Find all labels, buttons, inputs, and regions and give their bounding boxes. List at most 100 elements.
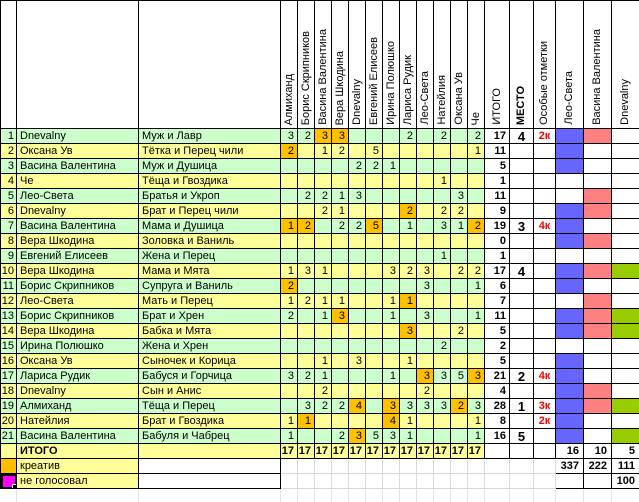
vote-cell[interactable] (331, 323, 349, 339)
author-cell[interactable]: Натейлия (16, 413, 139, 429)
entry-cell[interactable]: Тёща и Перец (138, 398, 281, 414)
vote-cell[interactable]: 3 (331, 308, 349, 324)
note-cell[interactable] (533, 173, 556, 189)
vote-cell[interactable] (297, 323, 315, 339)
vote-cell[interactable] (450, 128, 468, 144)
note-cell[interactable] (533, 428, 556, 444)
note-cell[interactable] (533, 338, 556, 354)
author-cell[interactable]: Вера Шкодина (16, 323, 139, 339)
mark-cell-dnev[interactable] (611, 293, 639, 309)
author-cell[interactable]: Dnevalny (16, 128, 139, 144)
legend-entry-cell[interactable] (138, 473, 281, 489)
vote-cell[interactable]: 1 (314, 143, 332, 159)
mark-cell-vas[interactable] (583, 383, 612, 399)
total-cell[interactable]: 17 (484, 263, 510, 279)
vote-cell[interactable]: 2 (416, 383, 434, 399)
total-cell[interactable]: 7 (484, 293, 510, 309)
entry-cell[interactable]: Тётка и Перец чили (138, 143, 281, 159)
column-total-cell[interactable]: 17 (433, 443, 451, 459)
vote-cell[interactable] (399, 188, 417, 204)
mark-cell-dnev[interactable] (611, 173, 639, 189)
vote-cell[interactable] (382, 323, 400, 339)
mark-cell-leo[interactable] (555, 263, 584, 279)
vote-cell[interactable] (433, 383, 451, 399)
vote-cell[interactable] (450, 383, 468, 399)
vote-cell[interactable] (348, 143, 366, 159)
vote-cell[interactable] (382, 173, 400, 189)
entry-cell[interactable]: Брат и Перец чили (138, 203, 281, 219)
vote-cell[interactable]: 2 (331, 143, 349, 159)
note-cell[interactable]: 2к (533, 413, 556, 429)
vote-cell[interactable] (433, 413, 451, 429)
note-cell[interactable]: 4к (533, 368, 556, 384)
mark-cell-dnev[interactable] (611, 143, 639, 159)
mark-cell-leo[interactable] (555, 398, 584, 414)
mark-cell-vas[interactable] (583, 278, 612, 294)
vote-cell[interactable] (382, 353, 400, 369)
corner-cell-num[interactable] (0, 0, 17, 129)
vote-cell[interactable] (314, 428, 332, 444)
vote-cell[interactable]: 2 (467, 128, 485, 144)
vote-cell[interactable]: 1 (314, 308, 332, 324)
vote-cell[interactable] (399, 143, 417, 159)
col-header-voter-4[interactable]: Вера Шкодина (331, 0, 349, 129)
vote-cell[interactable]: 1 (467, 428, 485, 444)
place-cell[interactable] (509, 383, 534, 399)
vote-cell[interactable] (433, 233, 451, 249)
vote-cell[interactable]: 1 (382, 308, 400, 324)
row-number-cell[interactable]: 20 (0, 413, 17, 429)
vote-cell[interactable]: 1 (399, 428, 417, 444)
total-cell[interactable]: 1 (484, 173, 510, 189)
author-cell[interactable]: Оксана Ув (16, 143, 139, 159)
vote-cell[interactable]: 1 (314, 353, 332, 369)
vote-cell[interactable]: 3 (314, 128, 332, 144)
vote-cell[interactable] (416, 218, 434, 234)
place-cell[interactable] (509, 248, 534, 264)
row-number-cell[interactable]: 14 (0, 323, 17, 339)
row-number-cell[interactable]: 21 (0, 428, 17, 444)
total-cell[interactable]: 16 (484, 428, 510, 444)
vote-cell[interactable] (348, 233, 366, 249)
vote-cell[interactable] (297, 428, 315, 444)
note-cell[interactable]: 4к (533, 218, 556, 234)
vote-cell[interactable]: 2 (433, 338, 451, 354)
vote-cell[interactable]: 1 (399, 293, 417, 309)
vote-cell[interactable]: 3 (399, 323, 417, 339)
author-cell[interactable]: Оксана Ув (16, 353, 139, 369)
mark-cell-dnev[interactable] (611, 218, 639, 234)
col-header-voter-8[interactable]: Лариса Рудик (399, 0, 417, 129)
mark-cell-dnev[interactable] (611, 413, 639, 429)
place-cell[interactable] (509, 353, 534, 369)
mark-cell-leo[interactable] (555, 323, 584, 339)
vote-cell[interactable] (416, 293, 434, 309)
corner-cell-name[interactable] (16, 0, 139, 129)
row-number-cell[interactable]: 11 (0, 278, 17, 294)
col-header-place[interactable]: МЕСТО (509, 0, 534, 129)
col-header-voter-7[interactable]: Ирина Полюшко (382, 0, 400, 129)
vote-cell[interactable] (382, 188, 400, 204)
vote-cell[interactable]: 3 (450, 188, 468, 204)
mark-cell-vas[interactable] (583, 323, 612, 339)
vote-cell[interactable]: 1 (467, 308, 485, 324)
vote-cell[interactable] (467, 233, 485, 249)
mark-cell-dnev[interactable] (611, 233, 639, 249)
vote-cell[interactable] (365, 353, 383, 369)
vote-cell[interactable] (416, 338, 434, 354)
vote-cell[interactable] (297, 248, 315, 264)
vote-cell[interactable] (433, 143, 451, 159)
vote-cell[interactable]: 1 (399, 353, 417, 369)
row-number-cell[interactable]: 17 (0, 368, 17, 384)
vote-cell[interactable] (467, 203, 485, 219)
legend-mark-value-leo[interactable]: 337 (555, 458, 584, 474)
row-number-cell[interactable]: 16 (0, 353, 17, 369)
vote-cell[interactable] (467, 248, 485, 264)
vote-cell[interactable] (467, 188, 485, 204)
mark-cell-dnev[interactable] (611, 278, 639, 294)
total-cell[interactable]: 1 (484, 248, 510, 264)
row-number-cell[interactable]: 15 (0, 338, 17, 354)
legend-label-novote[interactable]: не голосовал (16, 473, 139, 489)
vote-cell[interactable]: 1 (331, 203, 349, 219)
vote-cell[interactable]: 1 (331, 293, 349, 309)
legend-label-creative[interactable]: креатив (16, 458, 139, 474)
vote-cell[interactable]: 2 (280, 143, 298, 159)
